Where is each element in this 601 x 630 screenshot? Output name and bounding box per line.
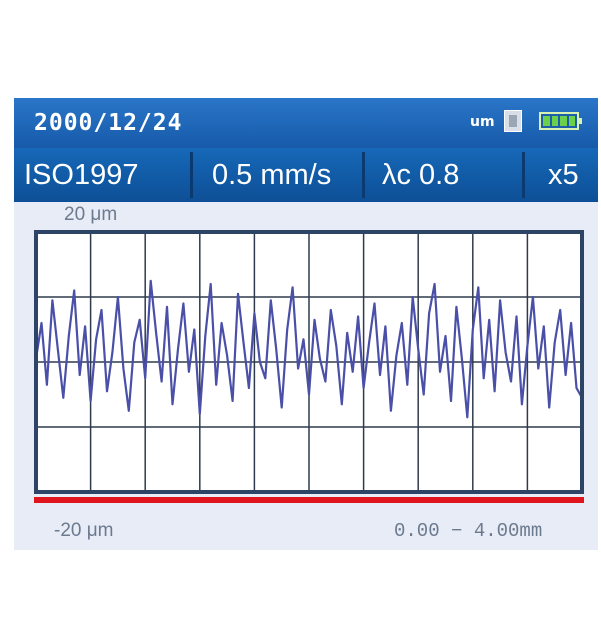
divider (362, 152, 365, 198)
status-bar: 2000/12/24 um (14, 98, 598, 148)
y-axis-top-label: 20 μm (64, 204, 118, 225)
battery-full-icon (539, 112, 582, 130)
speed-value[interactable]: 0.5 mm/s (212, 158, 332, 191)
profile-trace (34, 279, 583, 419)
divider (522, 152, 525, 198)
memory-card-icon (504, 110, 522, 132)
magnification-value[interactable]: x5 (548, 158, 579, 191)
parameter-bar: ISO1997 0.5 mm/s λc 0.8 x5 (14, 148, 598, 202)
date-display: 2000/12/24 (34, 110, 183, 136)
divider (190, 152, 193, 198)
unit-badge: um (470, 114, 495, 130)
profile-plot-area: 20 μm -20 μm 0.00 − 4.00mm (14, 202, 598, 550)
profile-chart (34, 230, 584, 503)
x-range-label: 0.00 − 4.00mm (394, 520, 543, 542)
plot-frame (34, 230, 584, 494)
cutoff-value[interactable]: λc 0.8 (382, 158, 460, 191)
device-screen: 2000/12/24 um ISO1997 0.5 mm/s λc 0.8 x5… (14, 98, 598, 550)
y-axis-bottom-label: -20 μm (54, 520, 114, 541)
standard-value[interactable]: ISO1997 (24, 158, 139, 191)
